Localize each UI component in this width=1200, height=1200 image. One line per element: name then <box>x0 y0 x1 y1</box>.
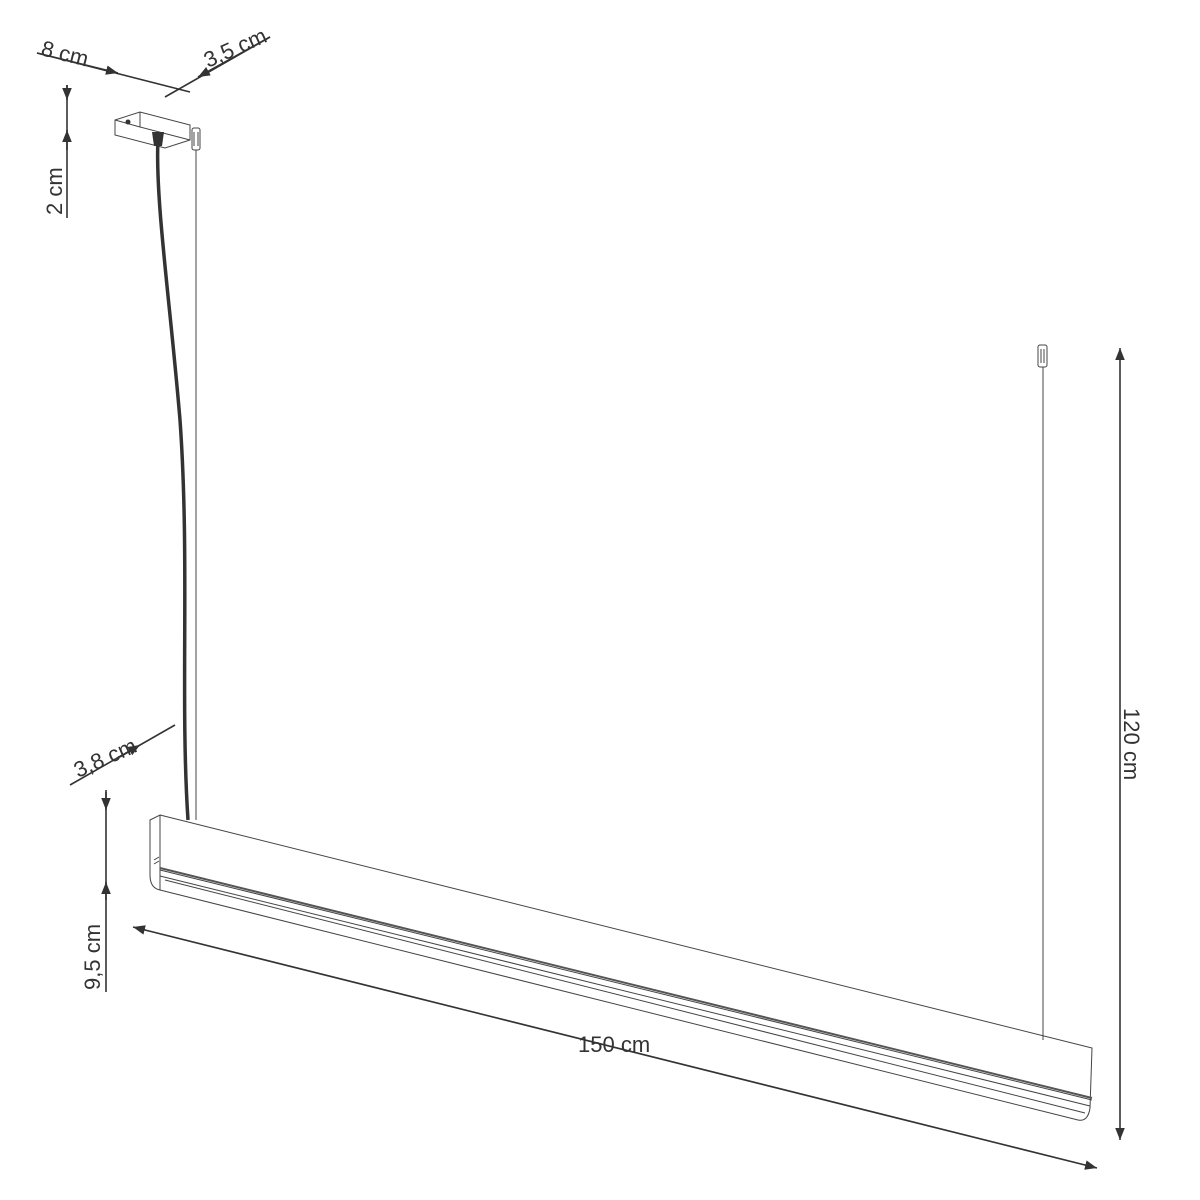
label-canopy-length: 8 cm <box>39 36 91 72</box>
label-canopy-width: 3,5 cm <box>200 23 270 73</box>
lamp-body <box>149 814 1093 1121</box>
dim-lamp-depth: 3,8 cm <box>69 724 176 786</box>
dim-suspension-height: 120 cm <box>1115 348 1144 1140</box>
ceiling-canopy <box>114 111 191 149</box>
wire-clamp-left <box>191 127 201 151</box>
cable-gland <box>152 132 164 146</box>
label-lamp-depth: 3,8 cm <box>70 733 140 783</box>
label-canopy-height: 2 cm <box>42 167 67 215</box>
dim-lamp-length: 150 cm <box>132 925 1098 1170</box>
dim-lamp-height: 9,5 cm <box>80 790 111 992</box>
dim-canopy-length: 8 cm <box>36 36 191 93</box>
label-lamp-length: 150 cm <box>578 1032 650 1057</box>
wire-clamp-right <box>1037 344 1048 368</box>
dim-canopy-width: 3,5 cm <box>164 23 271 98</box>
label-lamp-height: 9,5 cm <box>80 924 105 990</box>
dim-canopy-height: 2 cm <box>42 85 72 218</box>
power-cable <box>155 137 190 821</box>
label-suspension-height: 120 cm <box>1119 708 1144 780</box>
